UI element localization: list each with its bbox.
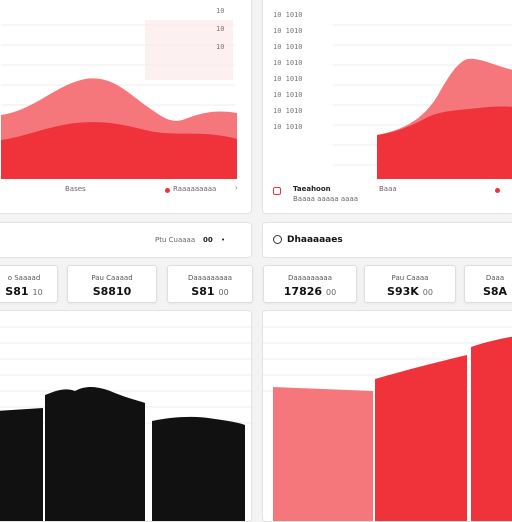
stat-value: S81 00	[191, 285, 229, 298]
bar-2	[375, 355, 467, 521]
top-left-area-chart: 10 10 10	[1, 7, 237, 179]
dashboard-title-card: Dhaaaaaes	[262, 222, 512, 258]
stat-value: S8A	[482, 285, 508, 298]
bottom-right-chart-card	[262, 310, 512, 522]
left-toolbar-card: Ptu Cuaaaa 00 •	[0, 222, 252, 258]
bar-2	[45, 387, 145, 521]
ytick-1: 10	[216, 25, 224, 33]
top-right-area-chart: 10 1010 10 1010 10 1010 10 1010 10 1010 …	[273, 11, 512, 179]
legend-dot	[165, 188, 170, 193]
ytick-0: 10 1010	[273, 11, 303, 19]
stat-label: Pau Caaaa	[391, 274, 429, 282]
chevron-right-icon[interactable]: ›	[235, 184, 238, 192]
bar-3	[152, 416, 245, 521]
stat-label: o Saaaad	[7, 274, 41, 282]
legend-subtitle: Baaaa aaaaa aaaa	[293, 195, 359, 203]
stat-label: Daaaaaaaaa	[288, 274, 332, 282]
toolbar-label: Ptu Cuaaaa	[155, 236, 196, 244]
ytick-6: 10 1010	[273, 107, 303, 115]
stat-label: Daaaaaaaaa	[188, 274, 232, 282]
bottom-left-chart-card	[0, 310, 252, 522]
top-left-chart-card: 10 10 10 Bases Raaaaaaaaa ›	[0, 0, 252, 214]
legend-label-second: Raaaaaaaaa	[173, 185, 217, 193]
legend-swatch	[273, 187, 281, 195]
bottom-left-bar-chart	[0, 326, 251, 521]
stat-card-6[interactable]: Daaa S8A	[464, 265, 512, 303]
stat-label: Pau Caaaad	[91, 274, 133, 282]
dashboard-title: Dhaaaaaes	[287, 235, 343, 245]
area-series-dark	[1, 122, 237, 179]
stat-card-4[interactable]: Daaaaaaaaa 17826 00	[263, 265, 357, 303]
bottom-right-bar-chart	[263, 326, 512, 521]
area-series-dark	[377, 106, 512, 179]
ytick-5: 10 1010	[273, 91, 303, 99]
stat-card-5[interactable]: Pau Caaaa S93K 00	[364, 265, 456, 303]
ytick-7: 10 1010	[273, 123, 303, 131]
stat-card-3[interactable]: Daaaaaaaaa S81 00	[167, 265, 253, 303]
faded-panel	[145, 20, 233, 80]
bar-1	[0, 408, 43, 521]
ytick-1: 10 1010	[273, 27, 303, 35]
stat-value: S8810	[92, 285, 132, 298]
stat-label: Daaa	[485, 274, 505, 282]
stat-value: S81 10	[5, 285, 43, 298]
legend-label-bases: Bases	[65, 185, 86, 193]
toolbar-dot-icon[interactable]: •	[221, 236, 226, 244]
ytick-2: 10 1010	[273, 43, 303, 51]
stat-card-1[interactable]: o Saaaad S81 10	[0, 265, 58, 303]
legend-dot	[495, 188, 500, 193]
bar-1	[273, 387, 373, 521]
ytick-2: 10	[216, 43, 224, 51]
stat-card-2[interactable]: Pau Caaaad S8810	[67, 265, 157, 303]
bar-3	[471, 336, 512, 521]
legend-item: Baaa	[379, 185, 397, 193]
toolbar-value[interactable]: 00	[203, 236, 213, 244]
stat-value: S93K 00	[387, 285, 433, 298]
stat-value: 17826 00	[283, 285, 337, 298]
ytick-0: 10	[216, 7, 224, 15]
legend-title: Taeahoon	[293, 185, 331, 193]
ytick-3: 10 1010	[273, 59, 303, 67]
settings-icon[interactable]	[273, 235, 282, 244]
ytick-4: 10 1010	[273, 75, 303, 83]
top-right-chart-card: 10 1010 10 1010 10 1010 10 1010 10 1010 …	[262, 0, 512, 214]
